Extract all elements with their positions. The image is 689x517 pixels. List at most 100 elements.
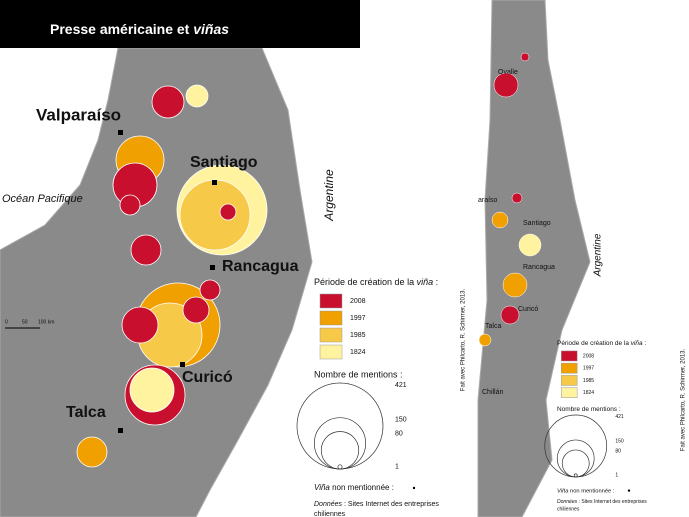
- title: Presse américaine et viñas: [50, 21, 229, 37]
- place-label: Talca: [66, 404, 106, 421]
- bubble: [130, 234, 162, 266]
- legend-label: 1985: [350, 332, 366, 339]
- city-marker: [212, 180, 217, 185]
- bubble: [493, 72, 519, 98]
- legend-swatch: [561, 375, 578, 386]
- scale-label: 50: [22, 319, 28, 325]
- bubble: [76, 436, 108, 468]
- legend-swatch: [561, 350, 578, 362]
- note-italic: Viña: [314, 483, 330, 492]
- size-label: 150: [615, 439, 624, 445]
- title-bar: [0, 0, 360, 48]
- note-text: non mentionnée :: [568, 488, 614, 494]
- bubble: [129, 367, 175, 413]
- place-label: Ovalle: [498, 69, 518, 76]
- bubble: [502, 272, 528, 298]
- legend-title: Nombre de mentions :: [314, 369, 403, 379]
- city-marker: [180, 362, 185, 367]
- size-label: 80: [395, 430, 403, 437]
- size-label: 421: [615, 414, 624, 420]
- legend-label: 1997: [583, 366, 594, 372]
- note-text: non mentionnée :: [330, 483, 394, 492]
- city-marker: [210, 265, 215, 270]
- right-bubbles: [478, 52, 542, 347]
- no-mention-dot: [412, 486, 416, 490]
- size-circle: [337, 464, 343, 470]
- country-label: Argentine: [593, 233, 604, 277]
- place-label: Rancagua: [222, 258, 299, 275]
- source: Données : Sites Internet des entreprises: [557, 499, 647, 505]
- legend-swatch: [561, 387, 578, 398]
- legend-title: Période de création de la viña :: [314, 277, 438, 287]
- legend-title: Période de création de la viña :: [557, 340, 646, 347]
- source: Données : Sites Internet des entreprises: [314, 501, 439, 508]
- legend-swatch: [319, 293, 343, 309]
- place-label: Valparaíso: [36, 105, 121, 124]
- title-italic: viñas: [193, 21, 229, 37]
- size-circle: [573, 473, 578, 478]
- place-label: Rancagua: [523, 264, 555, 271]
- legend-label: 1824: [583, 390, 594, 396]
- bubble: [219, 203, 237, 221]
- legend-note: Viña non mentionnée :: [314, 483, 394, 492]
- legend-title-end: :: [433, 277, 438, 287]
- bubble: [185, 84, 209, 108]
- place-label: Santiago: [190, 154, 258, 171]
- legend-label: 2008: [583, 353, 594, 359]
- size-label: 1: [395, 464, 399, 471]
- bubble: [518, 233, 542, 257]
- place-label: Talca: [485, 323, 501, 330]
- legend-note: Viña non mentionnée :: [557, 488, 615, 494]
- legend-title: Nombre de mentions :: [557, 406, 621, 413]
- credit: Fait avec Philcarto, R. Schirmer, 2013.: [461, 288, 467, 391]
- legend-title-text: Période de création de la: [314, 277, 417, 287]
- place-label: Santiago: [523, 220, 551, 227]
- place-label: Curicó: [518, 306, 538, 313]
- bubble: [511, 192, 523, 204]
- left-bubbles: [76, 84, 268, 468]
- bubble: [491, 211, 509, 229]
- no-mention-dot: [627, 489, 631, 492]
- bubble: [119, 194, 141, 216]
- city-marker: [118, 130, 123, 135]
- city-marker: [118, 428, 123, 433]
- source: chiliennes: [557, 507, 580, 513]
- legend-label: 1997: [350, 315, 366, 322]
- ocean-label: Océan Pacifique: [2, 193, 83, 205]
- size-label: 421: [395, 382, 407, 389]
- bubble: [182, 296, 210, 324]
- legend-swatch: [319, 310, 343, 326]
- legend-swatch: [319, 344, 343, 360]
- legend-title-italic: viña: [631, 340, 643, 347]
- legend-label: 1985: [583, 378, 594, 384]
- scale-label: 0: [5, 319, 8, 325]
- bubble: [199, 279, 221, 301]
- place-label: araíso: [478, 197, 498, 204]
- bubble: [179, 179, 251, 251]
- bubble: [478, 333, 492, 347]
- bubble: [121, 306, 159, 344]
- legend-swatch: [561, 362, 578, 374]
- note-italic: Viña: [557, 488, 568, 494]
- country-label: Argentine: [322, 169, 336, 222]
- legend-label: 1824: [350, 349, 366, 356]
- size-label: 1: [615, 473, 618, 479]
- legend-swatch: [319, 327, 343, 343]
- bubble: [520, 52, 530, 62]
- left-map-land: [0, 47, 313, 517]
- size-label: 150: [395, 417, 407, 424]
- place-label: Chillán: [482, 389, 504, 396]
- source: chiliennes: [314, 511, 346, 517]
- legend-label: 2008: [350, 298, 366, 305]
- legend-title-text: Période de création de la: [557, 340, 631, 347]
- source-italic: Données: [557, 499, 578, 505]
- legend-title-end: :: [643, 340, 647, 347]
- source-text: : Sites Internet des entreprises: [577, 499, 647, 505]
- title-text: Presse américaine et: [50, 21, 193, 37]
- source-italic: Données: [314, 501, 343, 508]
- source-text: : Sites Internet des entreprises: [342, 501, 439, 508]
- bubble: [500, 305, 520, 325]
- credit: Fait avec Philcarto, R. Schirmer, 2013.: [681, 348, 687, 451]
- place-label: Curicó: [182, 369, 233, 386]
